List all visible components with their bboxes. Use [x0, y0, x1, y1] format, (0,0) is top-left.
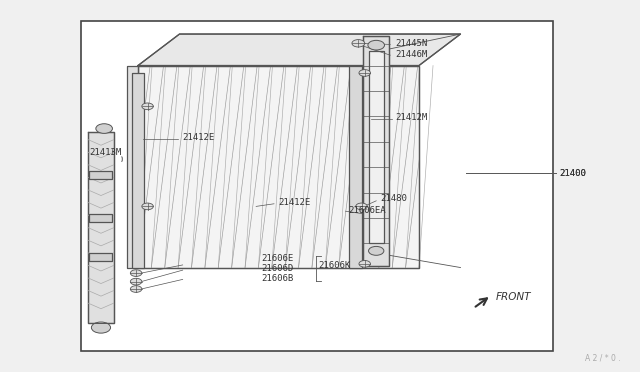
- Text: 21606B: 21606B: [261, 274, 294, 283]
- Text: FRONT: FRONT: [495, 292, 531, 302]
- Polygon shape: [138, 34, 461, 65]
- Text: 21400: 21400: [559, 169, 586, 177]
- Text: 21445N: 21445N: [396, 39, 428, 48]
- Circle shape: [131, 286, 142, 292]
- Circle shape: [359, 260, 371, 267]
- Circle shape: [356, 203, 367, 210]
- Polygon shape: [364, 36, 389, 266]
- Circle shape: [92, 322, 111, 333]
- Text: 21446M: 21446M: [396, 50, 428, 59]
- Polygon shape: [138, 65, 419, 267]
- Polygon shape: [90, 171, 113, 179]
- Circle shape: [131, 278, 142, 285]
- Circle shape: [368, 40, 385, 50]
- Text: 21480: 21480: [381, 195, 408, 203]
- Circle shape: [142, 203, 154, 210]
- Circle shape: [369, 246, 384, 255]
- Text: 21400: 21400: [559, 169, 586, 177]
- Text: 21412M: 21412M: [396, 113, 428, 122]
- Polygon shape: [90, 253, 113, 261]
- Polygon shape: [349, 65, 362, 267]
- Circle shape: [359, 70, 371, 76]
- Text: 21606K: 21606K: [318, 261, 350, 270]
- Text: 21606E: 21606E: [261, 254, 294, 263]
- Text: A 2 / * 0 .: A 2 / * 0 .: [584, 353, 620, 362]
- Text: 21412E: 21412E: [182, 133, 215, 142]
- Polygon shape: [88, 132, 114, 323]
- Text: 21412E: 21412E: [278, 198, 311, 207]
- Polygon shape: [90, 214, 113, 222]
- Polygon shape: [132, 73, 145, 267]
- Text: 21413M: 21413M: [89, 148, 121, 157]
- Circle shape: [352, 39, 365, 47]
- Text: 21606D: 21606D: [261, 264, 294, 273]
- Circle shape: [142, 103, 154, 110]
- Text: 21606EA: 21606EA: [349, 206, 387, 215]
- Circle shape: [96, 124, 113, 134]
- Bar: [81, 21, 553, 351]
- Polygon shape: [369, 51, 384, 243]
- Circle shape: [131, 270, 142, 276]
- Polygon shape: [127, 65, 138, 267]
